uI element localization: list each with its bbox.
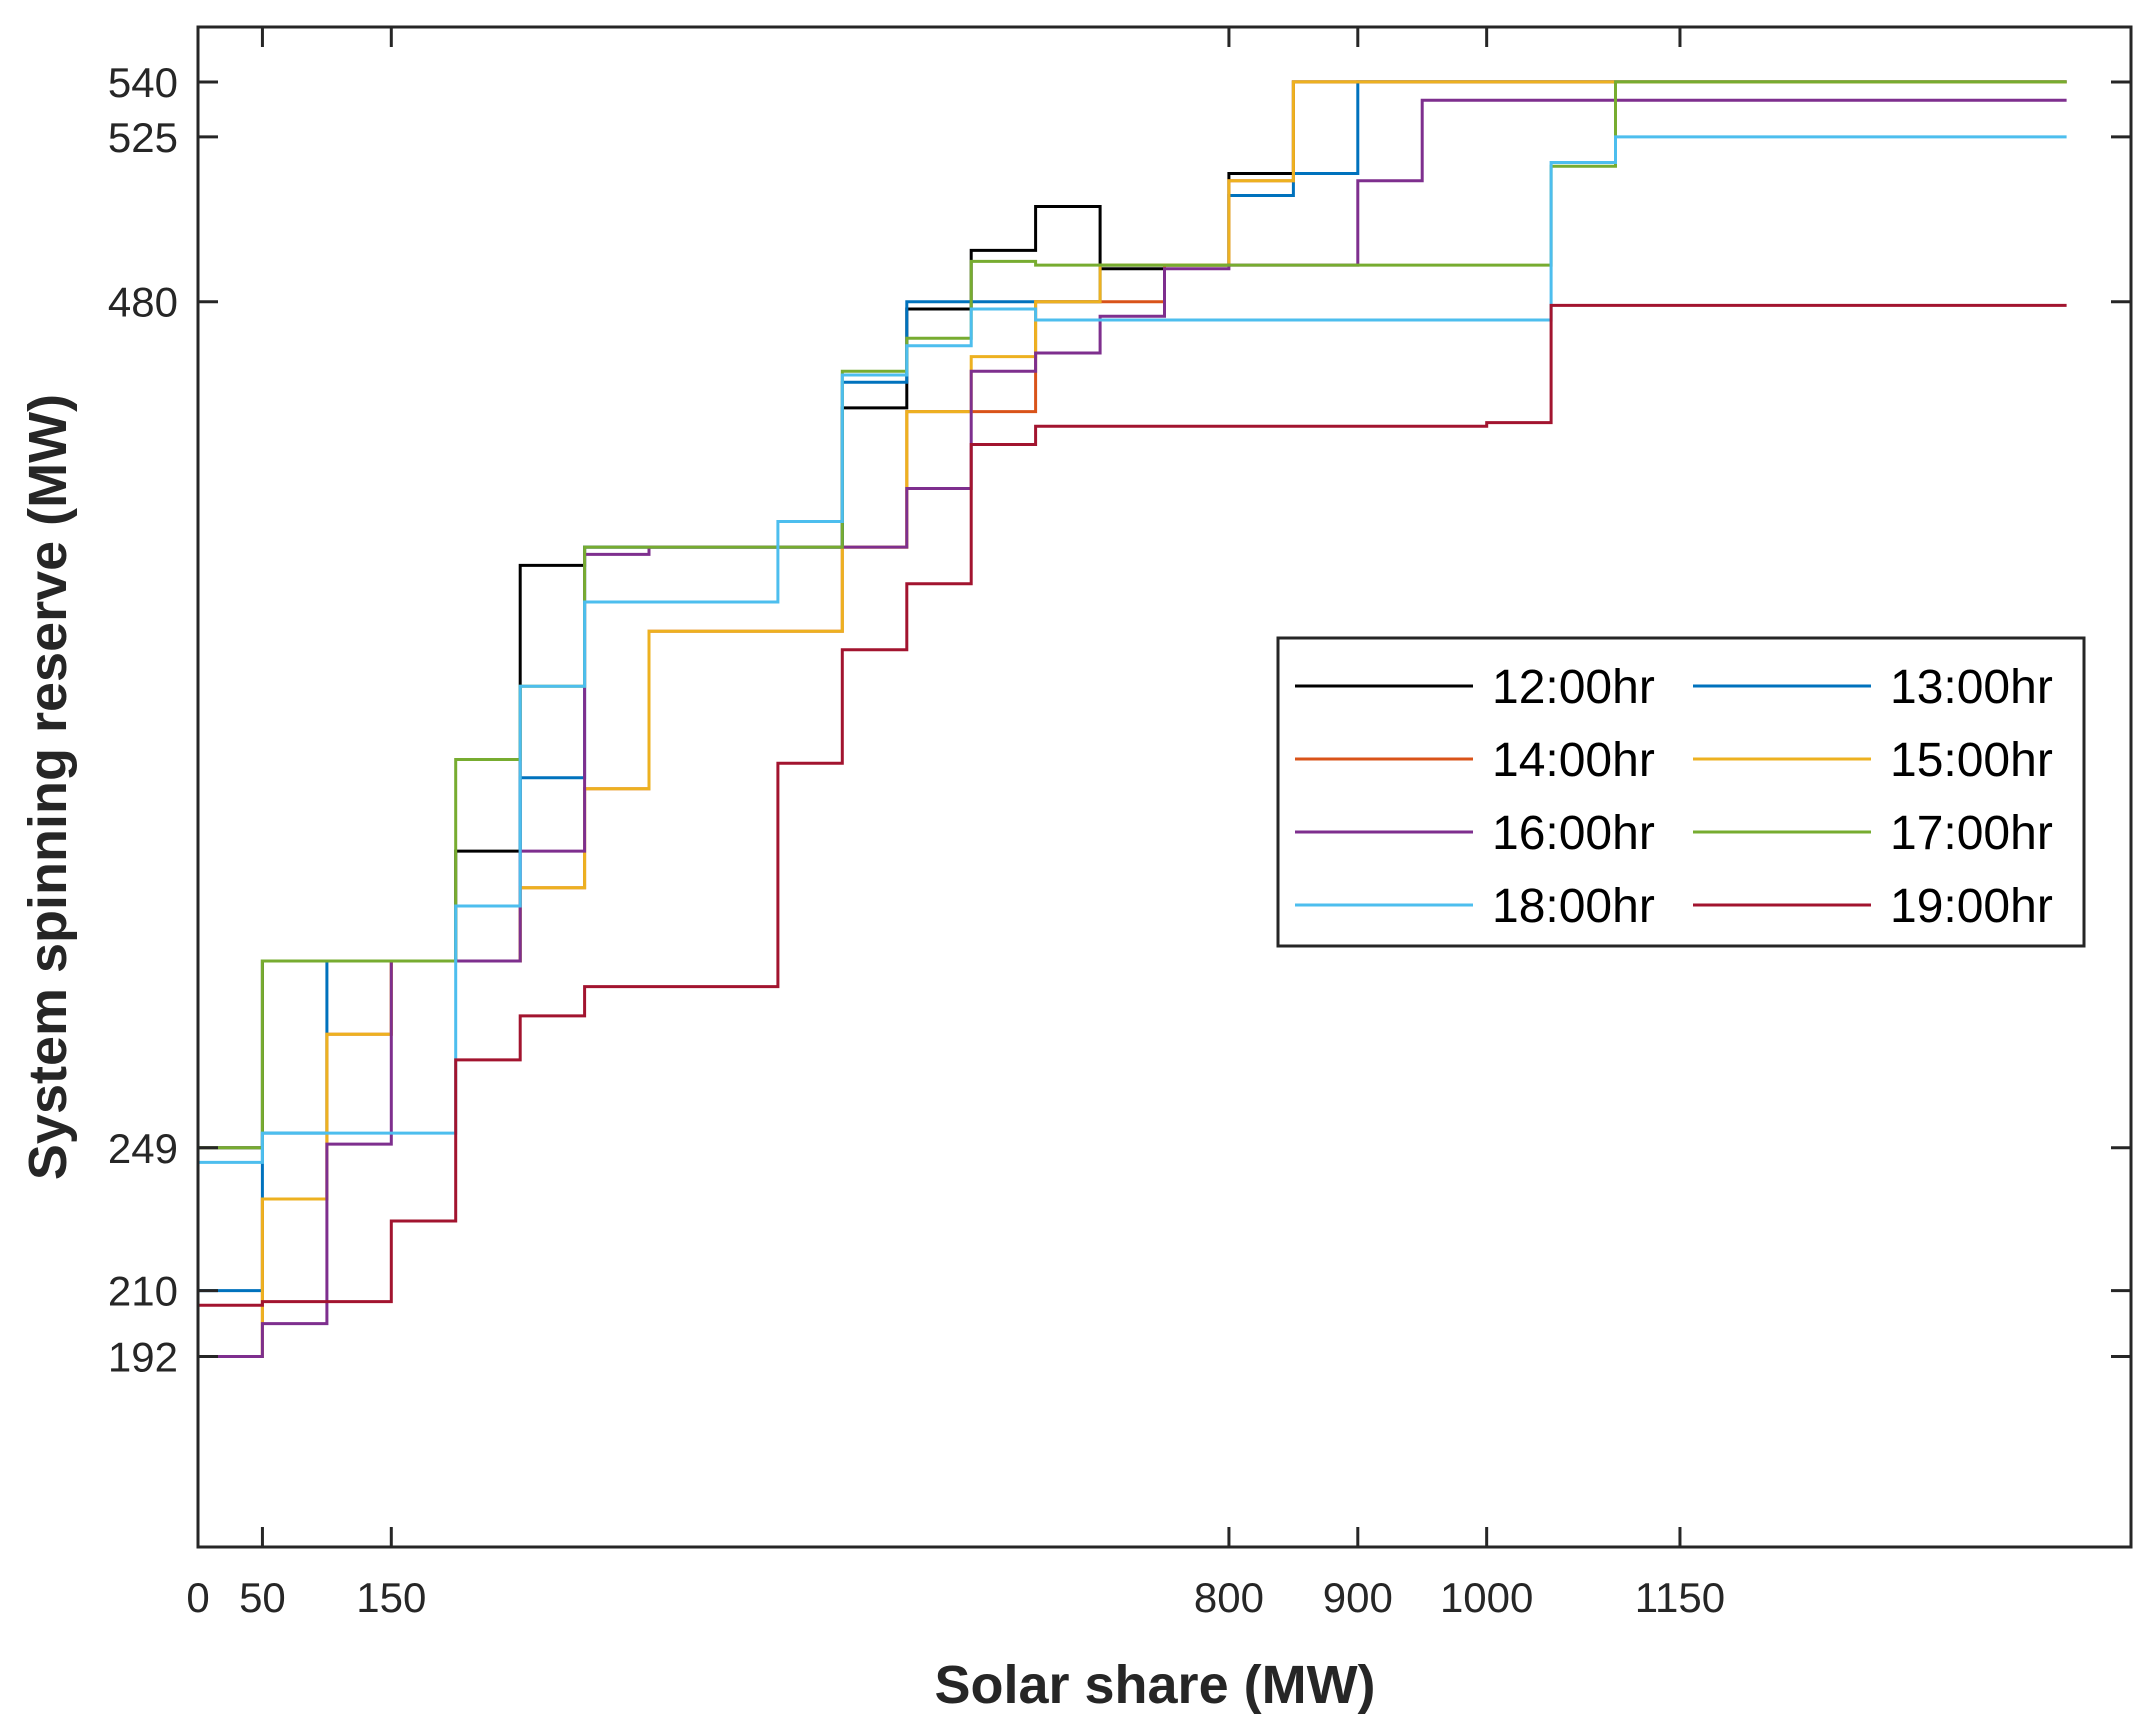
legend-label-1600hr: 16:00hr — [1492, 807, 1655, 860]
y-tick-label: 480 — [108, 279, 178, 326]
x-tick-label: 900 — [1323, 1574, 1393, 1621]
y-tick-label: 210 — [108, 1268, 178, 1315]
x-tick-label: 1000 — [1440, 1574, 1533, 1621]
y-axis-label: System spinning reserve (MW) — [18, 394, 78, 1180]
x-axis-label: Solar share (MW) — [934, 1655, 1375, 1715]
axes-layer — [196, 25, 2133, 1549]
series-line-1800hr — [198, 135, 2067, 1164]
y-tick-label: 525 — [108, 114, 178, 161]
legend-label-1800hr: 18:00hr — [1492, 880, 1655, 933]
series-line-1700hr — [198, 80, 2067, 1150]
legend-label-1300hr: 13:00hr — [1890, 661, 2053, 714]
x-tick-label: 150 — [356, 1574, 426, 1621]
x-tick-label: 50 — [239, 1574, 286, 1621]
axes-box — [196, 25, 2133, 1549]
series-layer — [198, 80, 2067, 1358]
x-tick-label: 0 — [186, 1574, 209, 1621]
y-tick-label: 249 — [108, 1125, 178, 1172]
legend-label-1900hr: 19:00hr — [1890, 880, 2053, 933]
legend-label-1200hr: 12:00hr — [1492, 661, 1655, 714]
x-tick-label: 800 — [1194, 1574, 1264, 1621]
x-tick-label: 1150 — [1635, 1574, 1725, 1621]
legend-label-1400hr: 14:00hr — [1492, 734, 1655, 787]
y-tick-label: 540 — [108, 59, 178, 106]
legend-box — [1276, 636, 2086, 948]
legend: 12:00hr 13:00hr 14:00hr 15:00hr 16:00hr 17:00… — [1276, 636, 2086, 948]
ticks-layer: 0 50 150 800 900 1000 1150 192 210 249 480 525 540 — [108, 27, 2131, 1621]
y-tick-label: 192 — [108, 1334, 178, 1381]
legend-label-1500hr: 15:00hr — [1890, 734, 2053, 787]
series-line-1900hr — [198, 303, 2067, 1307]
legend-label-1700hr: 17:00hr — [1890, 807, 2053, 860]
